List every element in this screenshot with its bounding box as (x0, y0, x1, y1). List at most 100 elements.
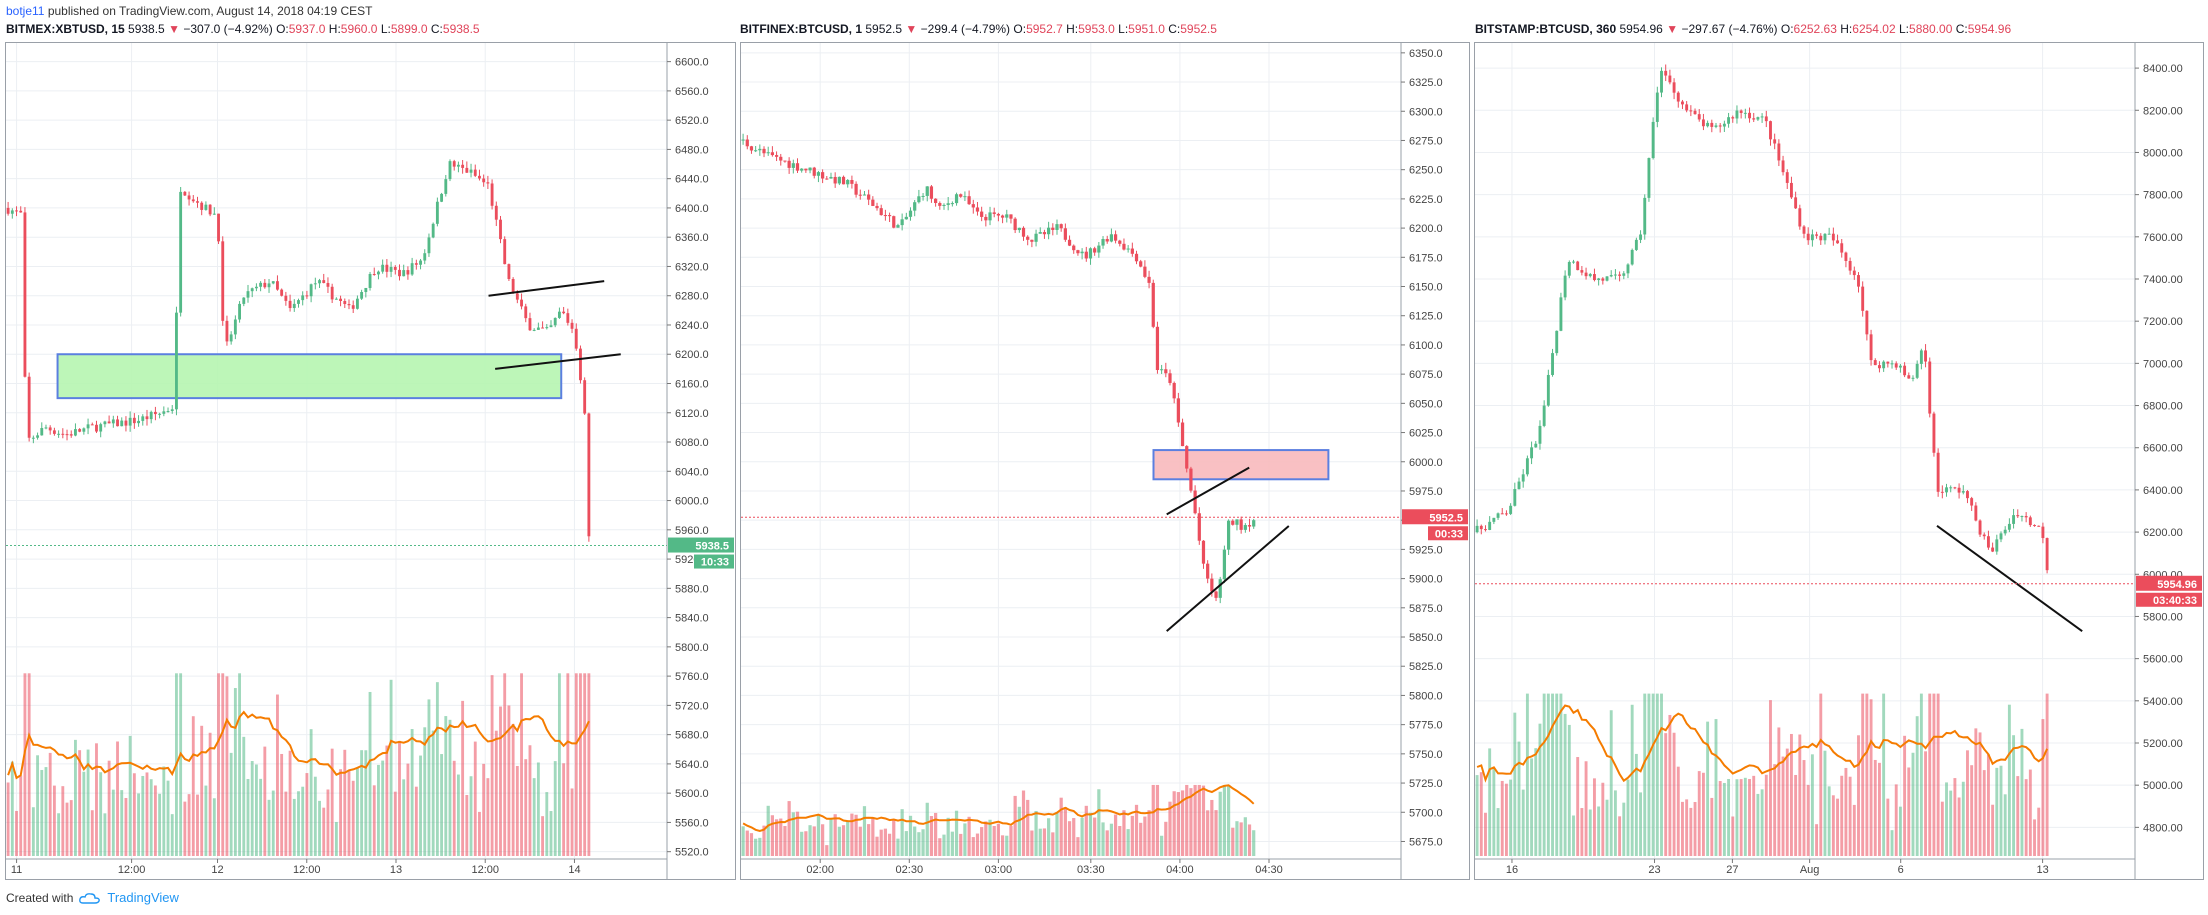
candle-body (1484, 529, 1487, 531)
volume-bar (1831, 795, 1835, 856)
volume-bar (27, 673, 31, 856)
candle-body (389, 267, 393, 272)
candle-body (1034, 233, 1038, 242)
footer: Created with TradingView (6, 890, 179, 905)
candle-body (469, 169, 473, 173)
volume-bar (1961, 781, 1965, 856)
candle-body (1197, 513, 1201, 541)
candle-body (1072, 245, 1076, 251)
y-tick-label: 6240.0 (675, 320, 709, 332)
candle-body (301, 295, 305, 301)
candle-body (754, 150, 758, 152)
candle-body (917, 196, 921, 203)
tradingview-link[interactable]: TradingView (107, 890, 179, 905)
candle-body (1222, 549, 1227, 580)
volume-bar (1109, 823, 1114, 856)
volume-bar (1999, 765, 2003, 856)
volume-bar (482, 763, 486, 856)
candle-body (1848, 260, 1852, 271)
y-tick-label: 6000.0 (1409, 457, 1443, 469)
x-axis: 16 23 27 Aug 6 13 (1506, 859, 2049, 876)
open-label: O: (1013, 22, 1027, 36)
candle-body (545, 327, 549, 329)
volume-bar (1017, 806, 1021, 856)
volume-bar (406, 763, 410, 856)
candle-body (149, 411, 153, 420)
volume-bar (779, 818, 783, 856)
volume-bar (1047, 818, 1051, 856)
y-tick-label: 5675.0 (1409, 836, 1443, 848)
y-tick-label: 8200.00 (2143, 105, 2183, 117)
volume-bar (1176, 792, 1180, 856)
candle-body (225, 320, 229, 342)
candle-body (846, 180, 850, 185)
candle-body (2012, 515, 2016, 524)
y-tick-label: 5640.0 (675, 759, 709, 771)
candle-body (280, 289, 284, 296)
trend-line (495, 353, 621, 370)
volume-bar (1861, 693, 1865, 856)
chart-panel-bitmex[interactable]: 6600.0 6560.0 6520.0 6480.0 6440.0 6400.0 6360… (5, 42, 736, 880)
candle-body (1180, 422, 1185, 447)
volume-bar (196, 794, 199, 856)
candle-body (2016, 515, 2020, 517)
volume-bar (1097, 789, 1101, 856)
volume-bar (1206, 810, 1210, 856)
candle-body (959, 194, 963, 197)
volume-bar (829, 818, 833, 856)
candle-body (1748, 112, 1751, 119)
volume-bar (259, 778, 263, 856)
last-price: 5954.96 (1619, 22, 1663, 36)
volume-bar (40, 769, 44, 856)
candle-body (1097, 245, 1101, 253)
volume-bar (1059, 797, 1063, 856)
candles (6, 159, 591, 542)
candle-body (1911, 377, 1915, 379)
y-tick-label: 6200.00 (2143, 527, 2183, 539)
candle-body (858, 194, 862, 196)
candle-body (1530, 447, 1534, 459)
candle-body (297, 300, 300, 304)
volume-bar (431, 730, 435, 856)
candle-body (1789, 182, 1793, 198)
volume-bar (1676, 766, 1680, 856)
candle-body (1551, 353, 1554, 375)
volume-bar (1756, 793, 1760, 856)
candle-body (1794, 197, 1798, 209)
candle-body (971, 204, 975, 208)
candle-body (1685, 104, 1689, 111)
author-link[interactable]: botje11 (6, 4, 45, 18)
candle-body (900, 219, 904, 226)
volume-bar (494, 730, 498, 856)
candle-body (503, 239, 507, 265)
volume-bar (1151, 784, 1155, 856)
volume-bar (992, 826, 996, 856)
candle-body (406, 270, 410, 275)
volume-bar (351, 780, 355, 856)
volume-bar (1945, 782, 1948, 856)
candle-body (1626, 264, 1630, 274)
candle-body (774, 155, 779, 157)
candle-body (1521, 474, 1525, 482)
chart-panel-bitfinex[interactable]: 6350.0 6325.0 6300.0 6275.0 6250.0 6225.0 6200… (740, 42, 1470, 880)
candle-body (1593, 274, 1596, 281)
volume-bar (532, 778, 536, 856)
volume-bar (111, 789, 115, 856)
volume-bar (1021, 790, 1026, 856)
candle-body (988, 212, 992, 221)
volume-bar (1995, 767, 1999, 856)
price-tag-label: 5938.5 (695, 541, 729, 553)
candle-body (833, 176, 837, 184)
volume-bar (2041, 719, 2045, 856)
candle-body (1243, 525, 1247, 530)
volume-bar (61, 786, 65, 856)
volume-bar (225, 676, 229, 856)
chart-panel-bitstamp[interactable]: 8400.00 8200.00 8000.00 7800.00 7600.00 7400.… (1474, 42, 2204, 880)
candle-body (1643, 197, 1647, 235)
volume-bar (271, 790, 275, 856)
volume-bar (149, 779, 153, 856)
candle-body (1051, 227, 1055, 230)
candle-body (19, 210, 23, 213)
volume-bar (1530, 758, 1534, 856)
candle-body (1949, 487, 1953, 489)
